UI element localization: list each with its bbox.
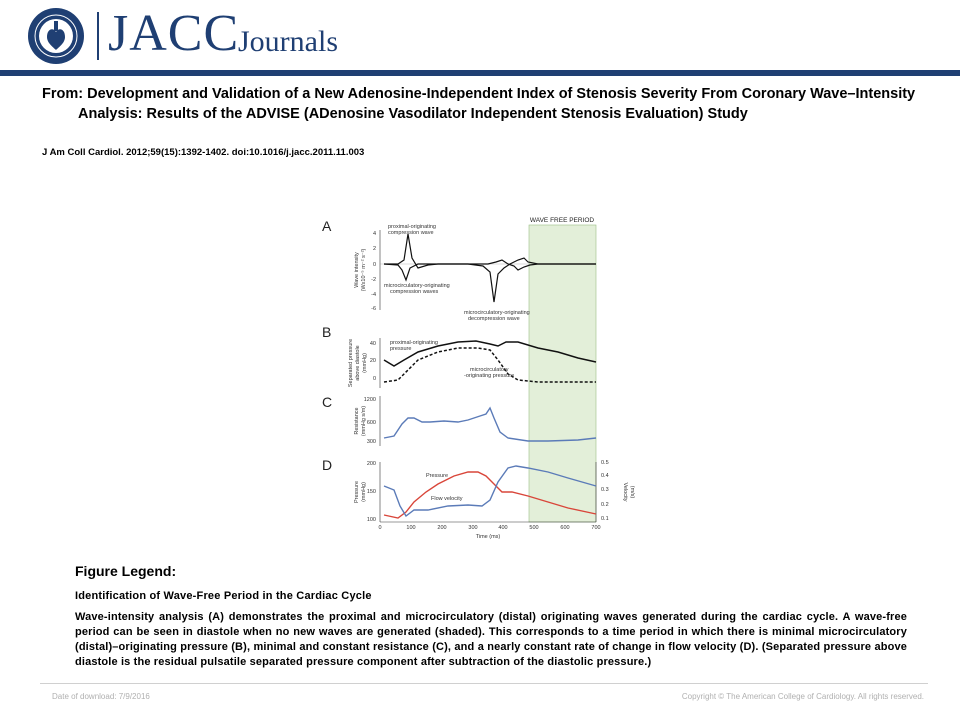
journals-wordmark[interactable]: Journals bbox=[238, 25, 338, 58]
x-tick-700: 700 bbox=[591, 525, 600, 531]
footer-rule bbox=[40, 683, 928, 684]
x-tick-200: 200 bbox=[437, 525, 446, 531]
c-ylabel-1: Resistance bbox=[354, 407, 360, 434]
b-tick-0: 0 bbox=[373, 376, 376, 382]
wave-intensity-forward bbox=[384, 233, 596, 271]
panel-c: 1200 600 300 Resistance (mmHg s/m) bbox=[354, 396, 597, 446]
panel-b: 40 20 0 Separated pressure above diastol… bbox=[348, 338, 597, 388]
panel-label-c: C bbox=[322, 394, 332, 410]
a-tick-0: 0 bbox=[373, 262, 376, 268]
d-tick-200: 200 bbox=[367, 461, 376, 467]
jacc-wordmark[interactable]: JACC bbox=[108, 5, 240, 62]
figure-legend-body: Wave-intensity analysis (A) demonstrates… bbox=[75, 611, 907, 668]
ann-prox-pressure-1: proximal-originating bbox=[390, 340, 438, 346]
d-y2label-2: (m/s) bbox=[629, 486, 635, 499]
c-ylabel-2: (mmHg s/m) bbox=[361, 406, 367, 436]
ann-prox-pressure-2: pressure bbox=[390, 346, 411, 352]
a-tick-m2: -2 bbox=[371, 277, 376, 283]
panel-label-b: B bbox=[322, 324, 331, 340]
a-tick-m6: -6 bbox=[371, 306, 376, 312]
figure-wave-free-period: WAVE FREE PERIOD A B C D 4 2 0 -2 -4 -6 … bbox=[322, 217, 635, 540]
b-ylabel-3: (mmHg) bbox=[362, 353, 368, 373]
ann-prox-compression-2: compression wave bbox=[388, 230, 434, 236]
article-citation[interactable]: J Am Coll Cardiol. 2012;59(15):1392-1402… bbox=[42, 147, 365, 158]
d-tick2-05: 0.5 bbox=[601, 460, 609, 466]
d-tick2-01: 0.1 bbox=[601, 516, 609, 522]
ann-micro-decompression-2: decompression wave bbox=[468, 316, 520, 322]
aortic-pressure-line bbox=[383, 471, 597, 519]
ann-micro-compression-2: compression waves bbox=[390, 289, 439, 295]
d-tick-150: 150 bbox=[367, 489, 376, 495]
flow-velocity-line bbox=[383, 465, 597, 518]
x-tick-400: 400 bbox=[498, 525, 507, 531]
ann-prox-compression-1: proximal-originating bbox=[388, 224, 436, 230]
d-tick-100: 100 bbox=[367, 517, 376, 523]
panel-d: 200 150 100 Pressure (mmHg) 0.5 0.4 0.3 … bbox=[354, 460, 635, 540]
a-tick-4: 4 bbox=[373, 231, 376, 237]
wave-intensity-backward bbox=[383, 257, 596, 303]
proximal-pressure-line bbox=[383, 340, 597, 367]
resistance-line bbox=[383, 406, 597, 442]
panel-a: 4 2 0 -2 -4 -6 Wave intensity (Wx10⁻⁵ m⁻… bbox=[354, 224, 596, 322]
c-tick-1200: 1200 bbox=[364, 397, 376, 403]
b-ylabel-1: Separated pressure bbox=[348, 339, 354, 387]
d-ylabel-2: (mmHg) bbox=[361, 482, 367, 502]
download-date: Date of download: 7/9/2016 bbox=[52, 692, 150, 701]
c-tick-600: 600 bbox=[367, 420, 376, 426]
logo-divider bbox=[97, 12, 99, 60]
b-tick-40: 40 bbox=[370, 341, 376, 347]
acc-seal-logo bbox=[28, 8, 84, 64]
d-tick2-02: 0.2 bbox=[601, 502, 609, 508]
x-tick-0: 0 bbox=[378, 525, 381, 531]
ann-micro-pressure-2: -originating pressure bbox=[464, 373, 514, 379]
a-tick-m4: -4 bbox=[371, 292, 376, 298]
wave-free-label: WAVE FREE PERIOD bbox=[530, 217, 595, 224]
figure-legend-subheading: Identification of Wave-Free Period in th… bbox=[75, 590, 372, 602]
micro-pressure-line bbox=[383, 347, 596, 383]
b-ylabel-2: above diastole bbox=[355, 345, 361, 380]
a-ylabel-1: Wave intensity bbox=[354, 252, 360, 288]
ann-micro-decompression-1: microcirculatory-originating bbox=[464, 310, 530, 316]
journal-header: JACC Journals bbox=[0, 0, 960, 72]
header-rule bbox=[0, 70, 960, 76]
b-tick-20: 20 bbox=[370, 358, 376, 364]
ann-pressure: Pressure bbox=[426, 473, 448, 479]
article-title: From: Development and Validation of a Ne… bbox=[42, 86, 916, 122]
wave-free-shade bbox=[528, 224, 597, 523]
x-tick-600: 600 bbox=[560, 525, 569, 531]
ann-flow-velocity: Flow velocity bbox=[431, 496, 463, 502]
ann-micro-pressure-1: microcirculatory bbox=[470, 367, 509, 373]
a-ylabel-2: (Wx10⁻⁵ m⁻² s⁻²) bbox=[360, 248, 367, 291]
d-tick2-04: 0.4 bbox=[601, 473, 609, 479]
x-tick-100: 100 bbox=[406, 525, 415, 531]
panel-label-a: A bbox=[322, 218, 332, 234]
copyright-notice: Copyright © The American College of Card… bbox=[681, 692, 924, 701]
figure-legend-heading: Figure Legend: bbox=[75, 563, 177, 579]
c-tick-300: 300 bbox=[367, 439, 376, 445]
x-tick-300: 300 bbox=[468, 525, 477, 531]
d-ylabel-1: Pressure bbox=[354, 481, 360, 503]
a-tick-2: 2 bbox=[373, 246, 376, 252]
ann-micro-compression-1: microcirculatory-originating bbox=[384, 283, 450, 289]
d-y2label-1: Velocity bbox=[622, 483, 628, 502]
panel-label-d: D bbox=[322, 457, 332, 473]
d-tick2-03: 0.3 bbox=[601, 487, 609, 493]
x-axis-label: Time (ms) bbox=[476, 534, 501, 540]
x-tick-500: 500 bbox=[529, 525, 538, 531]
